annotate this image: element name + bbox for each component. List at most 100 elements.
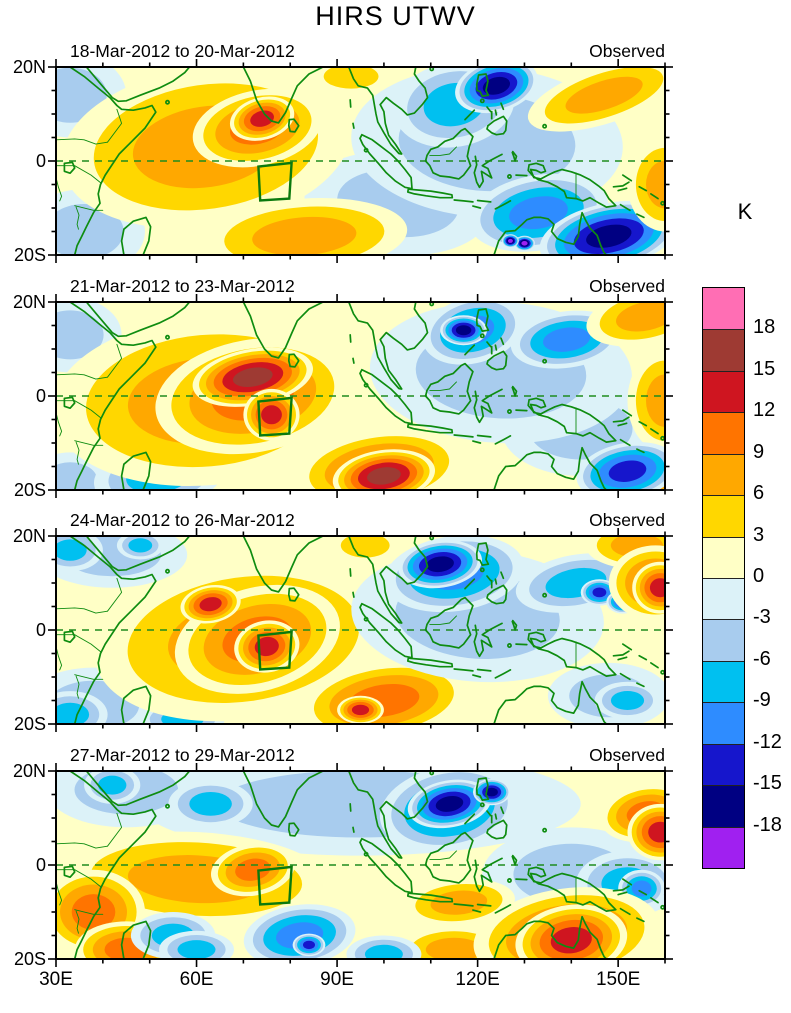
panel-3-date-range: 24-Mar-2012 to 26-Mar-2012 [70, 510, 295, 530]
map-content [56, 771, 665, 959]
anomaly-contour [56, 539, 87, 561]
y-axis-label: 20N [12, 292, 46, 312]
x-axis-label: 150E [595, 969, 641, 990]
colorbar-cell [703, 785, 744, 827]
panel-1-map [48, 59, 673, 263]
panel-3-header: 24-Mar-2012 to 26-Mar-2012 Observed [56, 510, 665, 531]
panel-1-date-range: 18-Mar-2012 to 20-Mar-2012 [70, 41, 295, 61]
map-content [56, 536, 665, 724]
anomaly-contour [261, 405, 282, 425]
colorbar-tick-label: -3 [753, 606, 771, 629]
y-axis-label: 20S [13, 245, 46, 265]
anomaly-contour [509, 196, 568, 230]
anomaly-contour [646, 374, 665, 427]
colorbar-cell [703, 370, 744, 413]
colorbar-cell [703, 453, 744, 496]
panel-1-source-label: Observed [589, 41, 665, 61]
anomaly-contour [521, 241, 528, 246]
colorbar-cell [703, 495, 744, 537]
panel-2-map [48, 294, 673, 498]
anomaly-contour [565, 76, 643, 114]
anomaly-contour [351, 704, 370, 716]
y-axis-label: 20N [12, 761, 46, 781]
anomaly-contour [232, 367, 273, 388]
anomaly-contour [98, 775, 127, 795]
y-axis-label: 20N [12, 57, 46, 77]
map-content [56, 302, 665, 490]
colorbar-tick-label: -6 [753, 647, 771, 670]
colorbar-tick-label: -18 [753, 813, 782, 836]
colorbar-cell [703, 578, 744, 620]
anomaly-contour [177, 940, 216, 959]
x-axis-label: 60E [179, 969, 214, 990]
anomaly-contour [550, 927, 592, 954]
colorbar-cell [703, 288, 744, 330]
coastlines [56, 536, 665, 724]
anomaly-contour [250, 110, 274, 127]
x-axis-label: 30E [39, 969, 73, 990]
y-axis-label: 0 [35, 151, 46, 171]
anomaly-contour [648, 821, 665, 843]
anomaly-contour [631, 880, 652, 897]
panel-4-map [48, 763, 673, 967]
anomaly-contour [323, 67, 379, 89]
anomaly-contour [56, 204, 124, 255]
anomaly-contour [425, 937, 483, 959]
colorbar-cell [703, 743, 744, 786]
anomaly-contour [252, 216, 357, 255]
anomaly-contour [199, 597, 222, 612]
anomaly-contour [426, 556, 454, 573]
axis-ticks [48, 763, 673, 967]
anomaly-contour [56, 462, 98, 490]
panel-4-source-label: Observed [589, 745, 665, 765]
panel-3-map [48, 528, 673, 732]
panel-1-header: 18-Mar-2012 to 20-Mar-2012 Observed [56, 41, 665, 62]
panel-2-source-label: Observed [589, 276, 665, 296]
colorbar-tick-label: 0 [753, 565, 765, 587]
anomaly-contour [128, 538, 153, 553]
colorbar-cell [703, 619, 744, 661]
colorbar-cell [703, 412, 744, 454]
anomaly-contour [71, 894, 116, 930]
axis-ticks [48, 59, 673, 263]
colorbar-tick-label: 6 [753, 482, 765, 505]
x-axis-label: 120E [455, 969, 500, 990]
colorbar-tick-label: -15 [753, 772, 782, 795]
y-axis-label: 20N [12, 526, 46, 546]
y-axis-label: 20S [13, 949, 46, 969]
study-region-box [257, 161, 293, 202]
anomaly-contour [430, 890, 488, 915]
panel-4-date-range: 27-Mar-2012 to 29-Mar-2012 [70, 745, 295, 765]
axis-ticks [48, 294, 673, 498]
anomaly-contour [455, 325, 472, 336]
colorbar-cell [703, 660, 744, 703]
anomaly-contour [616, 302, 665, 332]
anomaly-contour [367, 467, 401, 485]
colorbar-tick-label: -9 [753, 689, 771, 712]
anomaly-contour [340, 536, 390, 558]
anomaly-contour [592, 587, 607, 598]
map-content [56, 67, 665, 255]
colorbar-tick-label: 9 [753, 440, 765, 463]
anomaly-contour [235, 858, 271, 881]
colorbar-cell [703, 826, 744, 868]
study-region-box [257, 865, 293, 906]
anomaly-contour [608, 460, 647, 482]
anomaly-contour [542, 327, 591, 352]
y-axis-label: 20S [13, 714, 46, 734]
colorbar-cell [703, 536, 744, 578]
anomaly-contour [56, 310, 104, 360]
anomaly-contour [586, 224, 632, 248]
anomaly-contour [482, 76, 511, 95]
figure-title: HIRS UTWV [315, 1, 476, 31]
anomaly-contour [646, 160, 665, 209]
x-axis-label: 90E [320, 969, 354, 990]
colorbar-tick-label: 12 [753, 399, 776, 422]
y-axis-label: 0 [35, 386, 46, 406]
y-axis-label: 20S [13, 480, 46, 500]
y-axis-label: 0 [35, 620, 46, 640]
colorbar-tick-label: 15 [753, 357, 776, 380]
anomaly-contour [649, 578, 665, 598]
anomaly-contour [254, 636, 279, 657]
